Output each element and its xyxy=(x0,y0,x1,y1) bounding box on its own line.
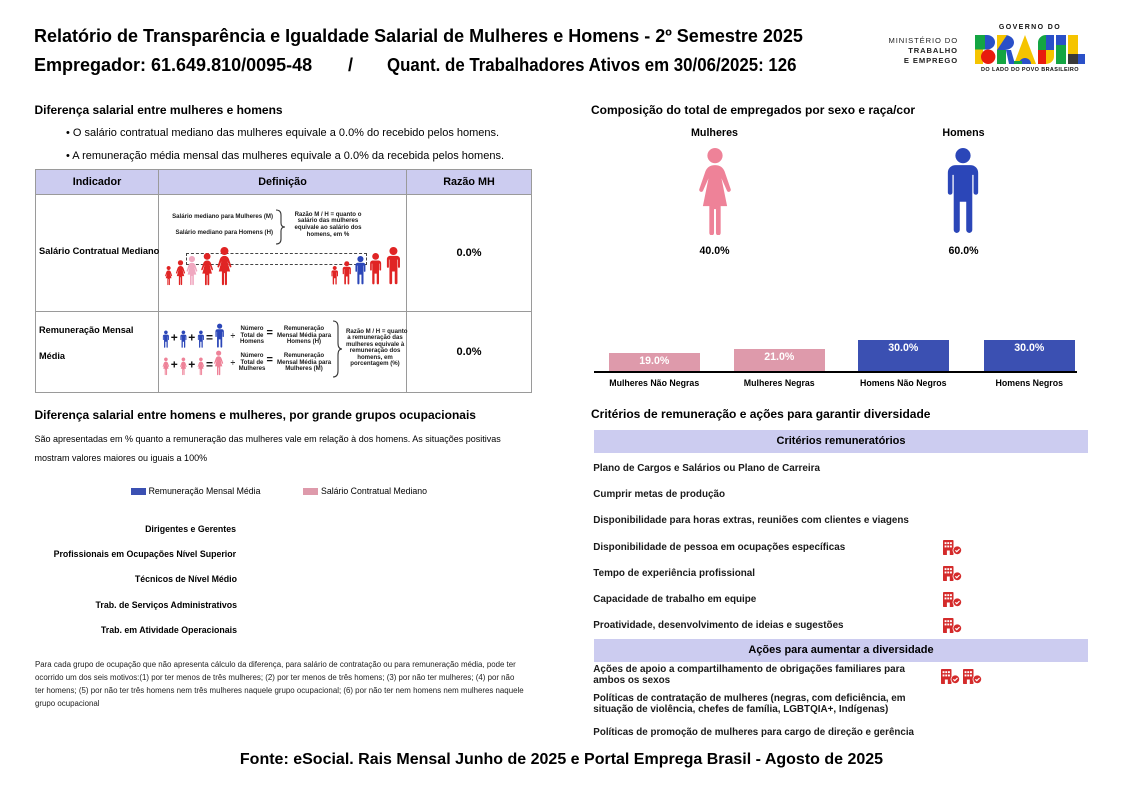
svg-text:=: = xyxy=(206,331,213,345)
svg-text:=: = xyxy=(206,358,213,372)
svg-text:+: + xyxy=(188,358,195,372)
svg-text:+: + xyxy=(171,358,178,372)
svg-text:+: + xyxy=(188,331,195,345)
svg-text:+: + xyxy=(171,331,178,345)
